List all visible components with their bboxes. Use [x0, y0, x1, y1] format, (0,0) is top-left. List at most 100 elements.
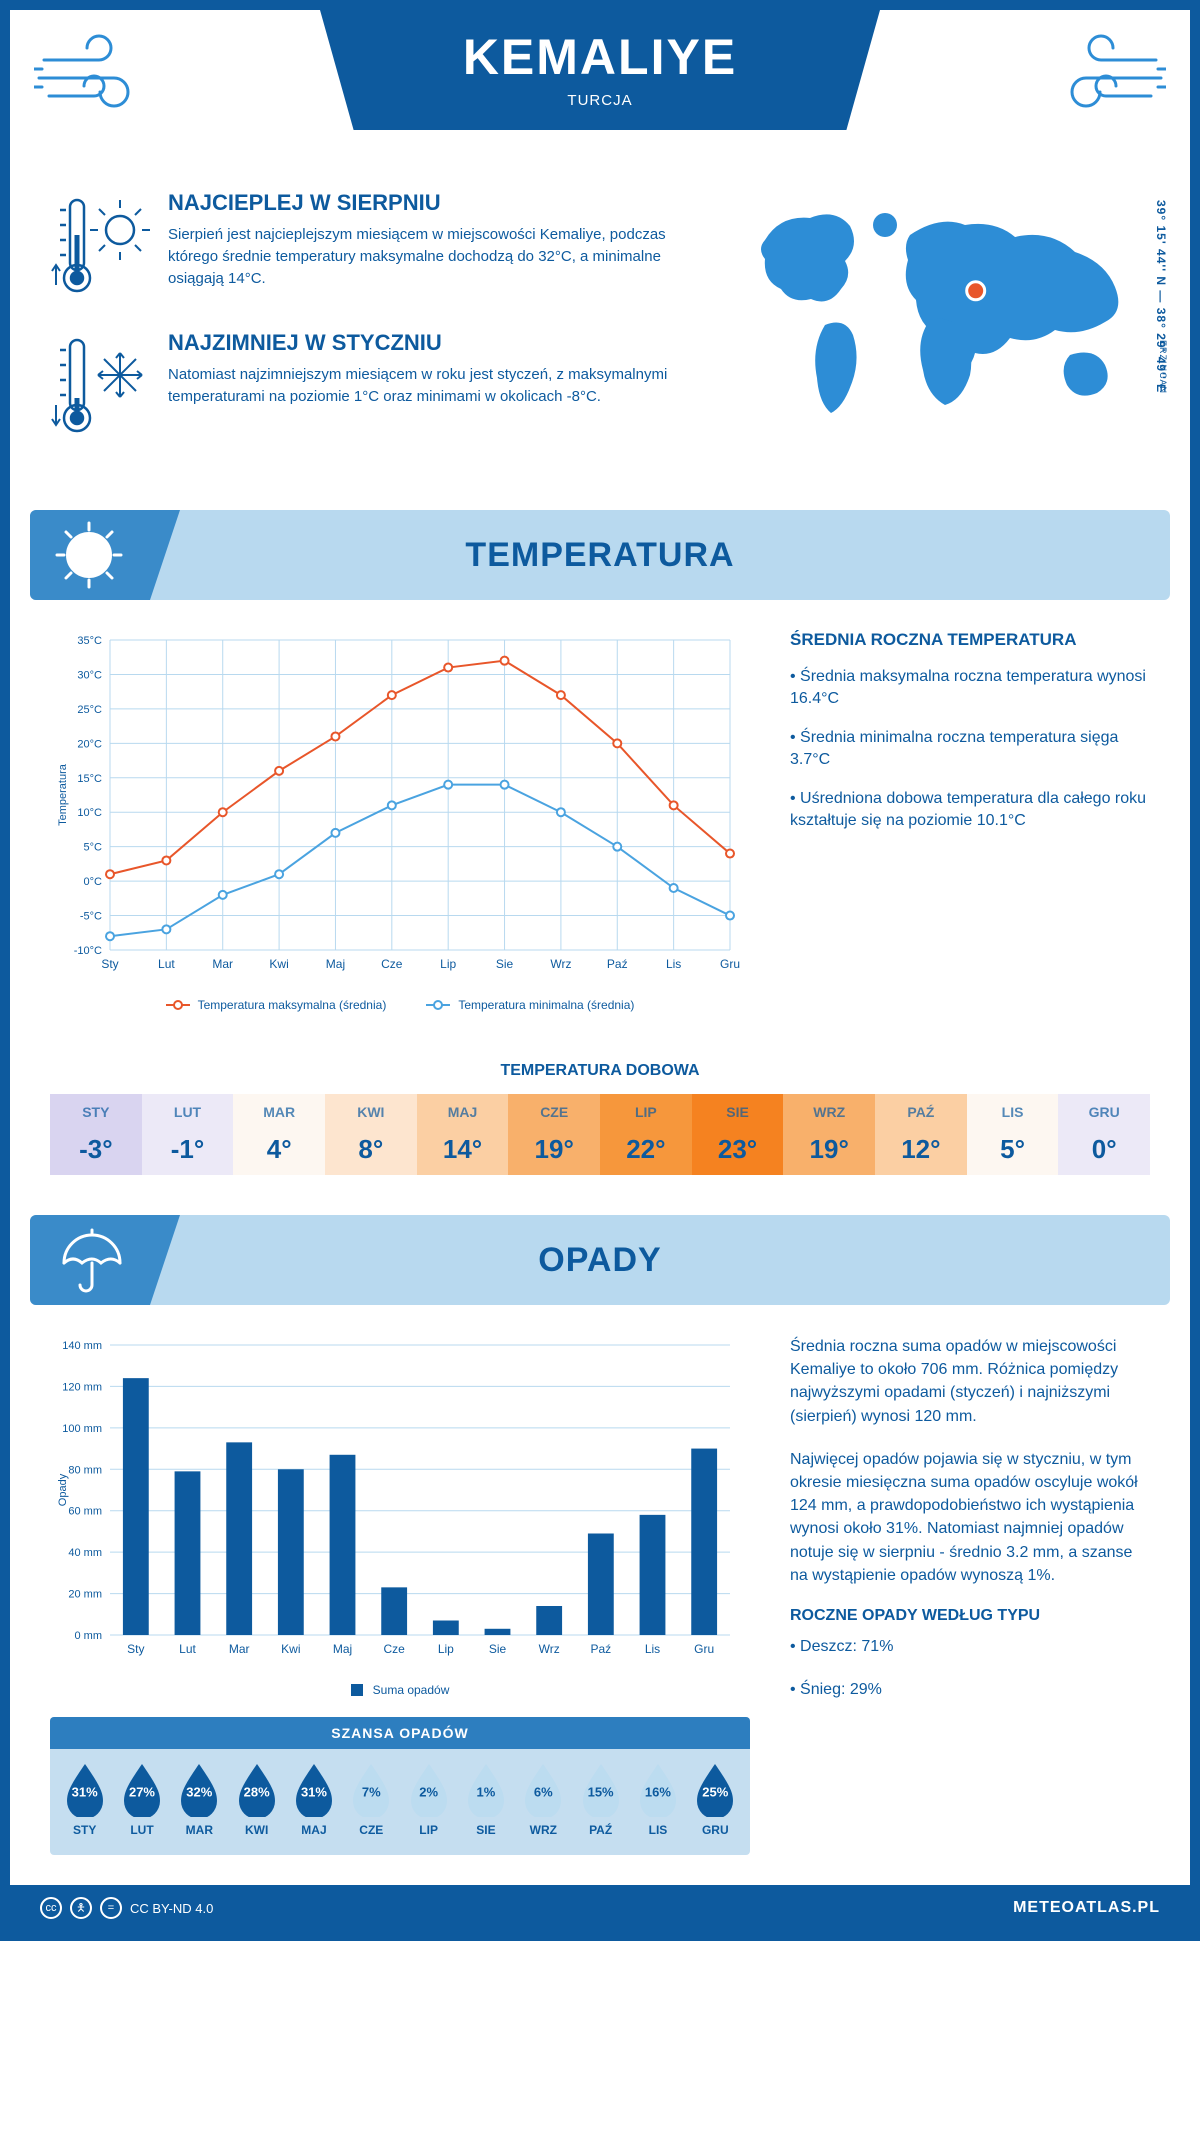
chance-pct: 7% [362, 1784, 381, 1799]
precip-type-bullet: • Deszcz: 71% [790, 1635, 1150, 1658]
precip-para2: Najwięcej opadów pojawia się w styczniu,… [790, 1448, 1150, 1587]
svg-text:Opady: Opady [57, 1473, 69, 1506]
svg-text:80 mm: 80 mm [68, 1464, 102, 1476]
svg-text:Cze: Cze [383, 1642, 405, 1656]
svg-text:Sty: Sty [127, 1642, 144, 1656]
svg-text:Lip: Lip [440, 957, 456, 971]
svg-text:0 mm: 0 mm [75, 1630, 103, 1642]
daily-month: MAR [233, 1104, 325, 1120]
chance-pct: 15% [588, 1784, 614, 1799]
cc-icon: cc [40, 1897, 62, 1919]
fact-cold-title: NAJZIMNIEJ W STYCZNIU [168, 330, 690, 356]
daily-value: 8° [325, 1134, 417, 1165]
drop-icon: 31% [62, 1761, 108, 1817]
sun-icon [54, 520, 124, 590]
daily-month: LIS [967, 1104, 1059, 1120]
svg-text:Kwi: Kwi [269, 957, 288, 971]
drop-icon: 27% [119, 1761, 165, 1817]
daily-cell: LIP22° [600, 1094, 692, 1175]
svg-text:Gru: Gru [694, 1642, 714, 1656]
wind-icon [1046, 30, 1166, 120]
chance-month: PAŹ [572, 1823, 629, 1837]
city-name: KEMALIYE [320, 28, 880, 86]
daily-cell: LIS 5° [967, 1094, 1059, 1175]
drop-icon: 25% [692, 1761, 738, 1817]
svg-text:35°C: 35°C [77, 635, 102, 647]
nd-icon: = [100, 1897, 122, 1919]
daily-cell: GRU0° [1058, 1094, 1150, 1175]
drop-icon: 1% [463, 1761, 509, 1817]
chance-pct: 2% [419, 1784, 438, 1799]
daily-cell: MAR 4° [233, 1094, 325, 1175]
temperature-title: TEMPERATURA [465, 536, 734, 575]
chance-cell: 1% SIE [457, 1761, 514, 1837]
chance-pct: 1% [477, 1784, 496, 1799]
svg-text:Kwi: Kwi [281, 1642, 300, 1656]
daily-month: MAJ [417, 1104, 509, 1120]
thermometer-cold-icon [50, 330, 150, 440]
fact-cold-body: Natomiast najzimniejszym miesiącem w rok… [168, 364, 690, 408]
chance-month: MAR [171, 1823, 228, 1837]
svg-text:Lis: Lis [645, 1642, 660, 1656]
daily-value: 22° [600, 1134, 692, 1165]
svg-text:120 mm: 120 mm [62, 1381, 102, 1393]
daily-cell: WRZ 19° [783, 1094, 875, 1175]
title-banner: KEMALIYE TURCJA [320, 10, 880, 130]
daily-cell: KWI8° [325, 1094, 417, 1175]
daily-value: 5° [967, 1134, 1059, 1165]
fact-warm-body: Sierpień jest najcieplejszym miesiącem w… [168, 224, 690, 289]
intro-section: NAJCIEPLEJ W SIERPNIU Sierpień jest najc… [10, 170, 1190, 510]
annual-bullet: • Uśredniona dobowa temperatura dla całe… [790, 788, 1150, 833]
svg-text:Mar: Mar [212, 957, 233, 971]
chance-pct: 28% [244, 1784, 270, 1799]
by-icon: 🯅 [70, 1897, 92, 1919]
svg-text:Maj: Maj [333, 1642, 352, 1656]
svg-text:140 mm: 140 mm [62, 1340, 102, 1352]
daily-cell: LUT-1° [142, 1094, 234, 1175]
temperature-legend: Temperatura maksymalna (średnia)Temperat… [50, 998, 750, 1012]
daily-value: 19° [783, 1134, 875, 1165]
daily-value: 4° [233, 1134, 325, 1165]
daily-month: GRU [1058, 1104, 1150, 1120]
svg-text:-5°C: -5°C [80, 911, 102, 923]
daily-cell: SIE23° [692, 1094, 784, 1175]
world-map-icon [730, 190, 1150, 430]
chance-pct: 6% [534, 1784, 553, 1799]
chance-month: WRZ [515, 1823, 572, 1837]
precip-type-bullet: • Śnieg: 29% [790, 1678, 1150, 1701]
wind-icon [34, 30, 154, 120]
chance-pct: 16% [645, 1784, 671, 1799]
chance-month: GRU [687, 1823, 744, 1837]
chance-cell: 16% LIS [629, 1761, 686, 1837]
drop-icon: 2% [406, 1761, 452, 1817]
daily-month: CZE [508, 1104, 600, 1120]
drop-icon: 6% [520, 1761, 566, 1817]
svg-text:Lut: Lut [179, 1642, 196, 1656]
drop-icon: 15% [578, 1761, 624, 1817]
daily-cell: MAJ14° [417, 1094, 509, 1175]
daily-value: 19° [508, 1134, 600, 1165]
legend-item: Temperatura maksymalna (średnia) [166, 998, 387, 1012]
drop-icon: 7% [348, 1761, 394, 1817]
daily-temp-grid: STY-3°LUT-1°MAR4°KWI8°MAJ14°CZE19°LIP22°… [50, 1094, 1150, 1175]
chance-month: STY [56, 1823, 113, 1837]
footer: cc 🯅 = CC BY-ND 4.0 METEOATLAS.PL [10, 1885, 1190, 1931]
chance-pct: 27% [129, 1784, 155, 1799]
svg-text:Paź: Paź [607, 957, 628, 971]
chance-pct: 32% [186, 1784, 212, 1799]
daily-cell: STY-3° [50, 1094, 142, 1175]
svg-text:Sie: Sie [489, 1642, 507, 1656]
daily-month: WRZ [783, 1104, 875, 1120]
svg-text:-10°C: -10°C [74, 945, 102, 957]
chance-month: SIE [457, 1823, 514, 1837]
annual-bullet: • Średnia minimalna roczna temperatura s… [790, 727, 1150, 772]
chance-cell: 7% CZE [343, 1761, 400, 1837]
chance-cell: 6% WRZ [515, 1761, 572, 1837]
svg-text:Lip: Lip [438, 1642, 454, 1656]
precip-type-title: ROCZNE OPADY WEDŁUG TYPU [790, 1607, 1150, 1625]
site-name: METEOATLAS.PL [1013, 1899, 1160, 1917]
drop-icon: 32% [176, 1761, 222, 1817]
svg-text:Cze: Cze [381, 957, 403, 971]
daily-month: STY [50, 1104, 142, 1120]
fact-warmest: NAJCIEPLEJ W SIERPNIU Sierpień jest najc… [50, 190, 690, 300]
